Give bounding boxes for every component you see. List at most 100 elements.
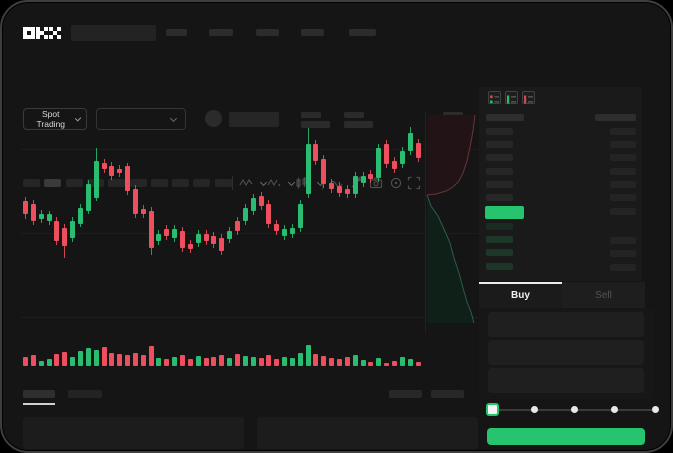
bid-row-skeleton[interactable]: [610, 263, 636, 271]
volume-bar: [368, 362, 374, 366]
stat-value-skeleton: [344, 121, 373, 128]
book-bids-only-icon[interactable]: [505, 91, 518, 104]
ask-row-skeleton[interactable]: [610, 194, 636, 201]
submit-order-button[interactable]: [487, 428, 645, 445]
ask-row-skeleton[interactable]: [486, 128, 513, 135]
ask-row-skeleton[interactable]: [610, 141, 636, 149]
volume-bar: [344, 357, 350, 366]
timeframe-button-skeleton[interactable]: [23, 179, 40, 187]
stat-label-skeleton: [301, 112, 321, 118]
price-field[interactable]: [488, 312, 644, 337]
slider-step-dot[interactable]: [611, 406, 618, 413]
candle-body: [156, 234, 162, 241]
timeframe-button-skeleton[interactable]: [172, 179, 190, 187]
bottom-action-skeleton[interactable]: [431, 390, 464, 398]
gridline: [21, 233, 479, 234]
bottom-tab[interactable]: [68, 390, 102, 398]
ask-row-skeleton[interactable]: [610, 180, 636, 188]
timeframe-button-skeleton[interactable]: [129, 179, 147, 187]
orderbook-panel: [479, 87, 642, 281]
book-asks-only-icon[interactable]: [522, 91, 535, 104]
timeframe-button-skeleton[interactable]: [214, 179, 232, 187]
bottom-tab-underline: [23, 403, 55, 405]
bid-depth-line: [426, 194, 475, 324]
ask-row-skeleton[interactable]: [610, 208, 636, 215]
bid-row-skeleton[interactable]: [486, 236, 513, 244]
fullscreen-expand-icon[interactable]: [407, 176, 421, 190]
candle-body: [297, 204, 303, 228]
volume-bar: [140, 355, 146, 366]
volume-bar: [399, 357, 405, 366]
volume-bar: [172, 357, 178, 366]
amount-field[interactable]: [488, 340, 644, 365]
candle-body: [227, 231, 233, 239]
ask-row-skeleton[interactable]: [486, 194, 513, 201]
slider-step-dot[interactable]: [571, 406, 578, 413]
volume-bar: [211, 357, 217, 366]
slider-handle[interactable]: [486, 403, 499, 416]
book-combined-icon[interactable]: [488, 91, 501, 104]
slider-step-dot[interactable]: [652, 406, 659, 413]
gridline: [21, 149, 479, 150]
volume-bar: [62, 352, 68, 366]
volume-bar: [337, 359, 342, 366]
timeframe-button-skeleton[interactable]: [65, 179, 83, 187]
chart-toolbar: [1, 87, 479, 190]
bid-row-skeleton[interactable]: [486, 223, 513, 230]
timeframe-button-skeleton[interactable]: [108, 179, 126, 187]
candle-body: [70, 221, 76, 238]
timeframe-button-skeleton[interactable]: [44, 179, 62, 187]
volume-bar: [85, 348, 91, 366]
volume-bar: [156, 358, 162, 366]
volume-bar: [407, 359, 413, 366]
bid-row-skeleton[interactable]: [486, 262, 513, 270]
tab-buy[interactable]: Buy: [511, 289, 530, 301]
ask-row-skeleton[interactable]: [610, 128, 636, 135]
market-type-selector[interactable]: Spot Trading: [23, 108, 87, 130]
slider-step-dot[interactable]: [531, 406, 538, 413]
ask-row-skeleton[interactable]: [610, 167, 636, 175]
nav-link-skeleton[interactable]: [166, 29, 187, 36]
volume-bar: [297, 353, 303, 366]
zigzag-dot-style-icon[interactable]: [267, 176, 281, 190]
nav-link-skeleton[interactable]: [349, 29, 376, 36]
zigzag-style-icon[interactable]: [239, 176, 253, 190]
timeframe-button-skeleton[interactable]: [150, 179, 168, 187]
volume-bar: [352, 355, 358, 366]
volume-bar: [38, 361, 44, 366]
volume-bar: [305, 345, 311, 366]
candle-body: [274, 224, 280, 231]
candle-body: [101, 163, 107, 169]
pair-dropdown[interactable]: [96, 108, 186, 130]
chart-canvas[interactable]: [21, 111, 479, 333]
volume-bar: [109, 353, 115, 366]
amount-slider[interactable]: [479, 401, 659, 419]
nav-link-skeleton[interactable]: [209, 29, 233, 36]
bid-depth-area: [427, 195, 474, 323]
bid-row-skeleton[interactable]: [610, 237, 636, 245]
camera-snapshot-icon[interactable]: [369, 176, 383, 190]
ask-row-skeleton[interactable]: [486, 167, 513, 175]
tab-sell[interactable]: Sell: [562, 282, 645, 308]
nav-link-skeleton[interactable]: [301, 29, 324, 36]
candle-body: [289, 228, 295, 234]
bottom-action-skeleton[interactable]: [389, 390, 422, 398]
nav-link-skeleton[interactable]: [256, 29, 279, 36]
ask-row-skeleton[interactable]: [486, 180, 513, 188]
ask-row-skeleton[interactable]: [610, 154, 636, 162]
total-field[interactable]: [488, 368, 644, 393]
candle-body: [242, 208, 248, 221]
bid-row-skeleton[interactable]: [610, 250, 636, 258]
settings-circle-icon[interactable]: [389, 176, 403, 190]
ask-row-skeleton[interactable]: [486, 141, 513, 149]
volume-bar: [274, 359, 280, 366]
candle-body: [399, 151, 405, 164]
bid-row-skeleton[interactable]: [486, 249, 513, 257]
candle-body: [180, 231, 185, 248]
candle-body: [125, 166, 131, 191]
timeframe-button-skeleton[interactable]: [193, 179, 211, 187]
bottom-tab-active[interactable]: [23, 390, 55, 398]
ask-row-skeleton[interactable]: [486, 154, 513, 162]
volume-bar: [242, 356, 248, 366]
